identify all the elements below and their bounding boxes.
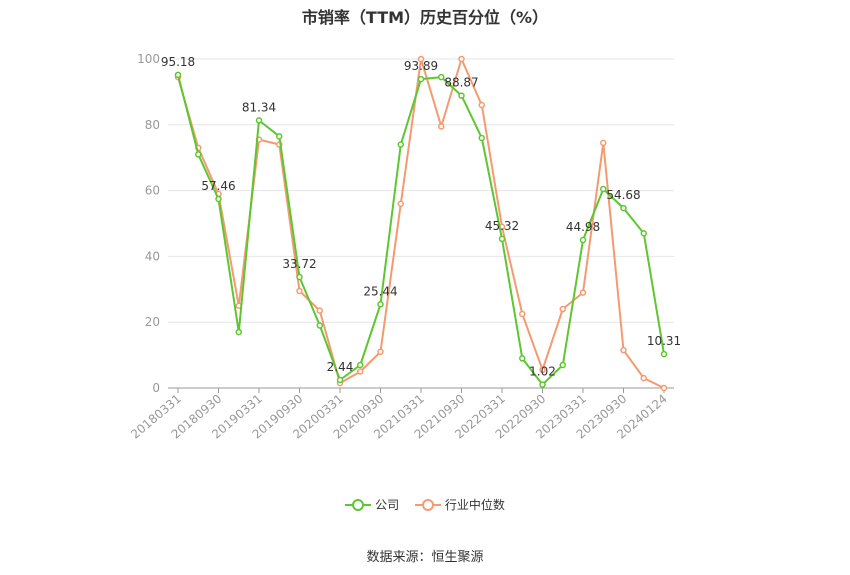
data-label: 1.02 — [529, 365, 556, 379]
data-point — [174, 71, 182, 79]
data-point — [519, 355, 526, 362]
data-point — [316, 307, 323, 314]
data-label: 10.31 — [647, 334, 681, 348]
data-point — [438, 123, 445, 130]
data-point — [195, 151, 202, 158]
data-label: 81.34 — [242, 100, 276, 114]
data-point — [417, 55, 425, 63]
data-point — [255, 117, 263, 124]
data-label: 2.44 — [327, 360, 354, 374]
data-label: 45.32 — [485, 219, 519, 233]
data-point — [498, 235, 506, 243]
data-point — [640, 374, 647, 382]
data-point — [235, 328, 242, 336]
data-point — [377, 301, 384, 308]
y-tick-label: 100 — [137, 52, 160, 66]
legend-item-company[interactable]: 公司 — [345, 496, 399, 513]
data-label: 54.68 — [606, 188, 640, 202]
y-tick-label: 40 — [145, 249, 160, 263]
data-point — [519, 310, 526, 318]
legend-label-company: 公司 — [375, 498, 400, 512]
data-point — [296, 287, 303, 295]
data-label: 88.87 — [444, 76, 478, 90]
series-lines — [174, 55, 668, 392]
data-point — [600, 185, 607, 193]
data-point — [438, 73, 445, 81]
data-point — [660, 350, 668, 358]
data-point — [276, 133, 283, 140]
line-chart: 0 20 40 60 80 100 201803312018093020190331201… — [128, 52, 681, 442]
y-axis-ticks: 0 20 40 60 80 100 — [137, 52, 160, 395]
data-point — [397, 141, 404, 148]
data-point — [559, 361, 566, 369]
data-point — [600, 139, 607, 147]
data-point — [478, 101, 485, 109]
data-source: 数据来源：恒生聚源 — [366, 550, 484, 565]
data-point — [660, 384, 668, 392]
data-label: 33.72 — [282, 257, 316, 271]
y-tick-label: 20 — [145, 315, 160, 329]
legend-swatch-company — [345, 498, 372, 511]
data-point — [539, 366, 546, 374]
data-label: 95.18 — [161, 55, 195, 69]
chart-title: 市销率（TTM）历史百分位（%） — [301, 8, 549, 27]
data-point — [478, 134, 485, 142]
legend-swatch-industry-median — [414, 498, 441, 511]
data-label: 44.98 — [566, 220, 600, 234]
data-point — [640, 230, 647, 237]
data-point — [458, 92, 465, 99]
data-labels: 95.18 57.46 81.34 33.72 2.44 25.44 93.89 88.87 4… — [161, 55, 681, 379]
data-point — [417, 75, 425, 83]
y-tick-label: 60 — [145, 184, 160, 198]
data-point — [357, 368, 364, 375]
data-point — [377, 348, 384, 356]
data-point — [539, 381, 546, 388]
data-point — [620, 204, 627, 212]
data-point — [316, 322, 323, 329]
data-point — [296, 273, 303, 281]
data-label: 93.89 — [404, 59, 438, 73]
y-tick-label: 80 — [145, 118, 160, 132]
data-label: 25.44 — [363, 284, 397, 298]
x-axis-ticks: 2018033120180930201903312019093020200331… — [128, 388, 670, 442]
data-point — [620, 346, 627, 354]
data-point — [336, 376, 344, 384]
legend: 公司 行业中位数 — [0, 496, 850, 514]
data-point — [579, 236, 587, 244]
data-label: 57.46 — [201, 179, 235, 193]
legend-item-industry-median[interactable]: 行业中位数 — [414, 496, 505, 513]
data-point — [458, 55, 465, 63]
data-point — [579, 289, 587, 296]
legend-label-industry-median: 行业中位数 — [444, 498, 505, 512]
data-point — [357, 361, 364, 369]
data-point — [397, 200, 404, 208]
y-tick-label: 0 — [152, 381, 160, 395]
data-point — [559, 305, 566, 313]
data-point — [215, 195, 222, 203]
